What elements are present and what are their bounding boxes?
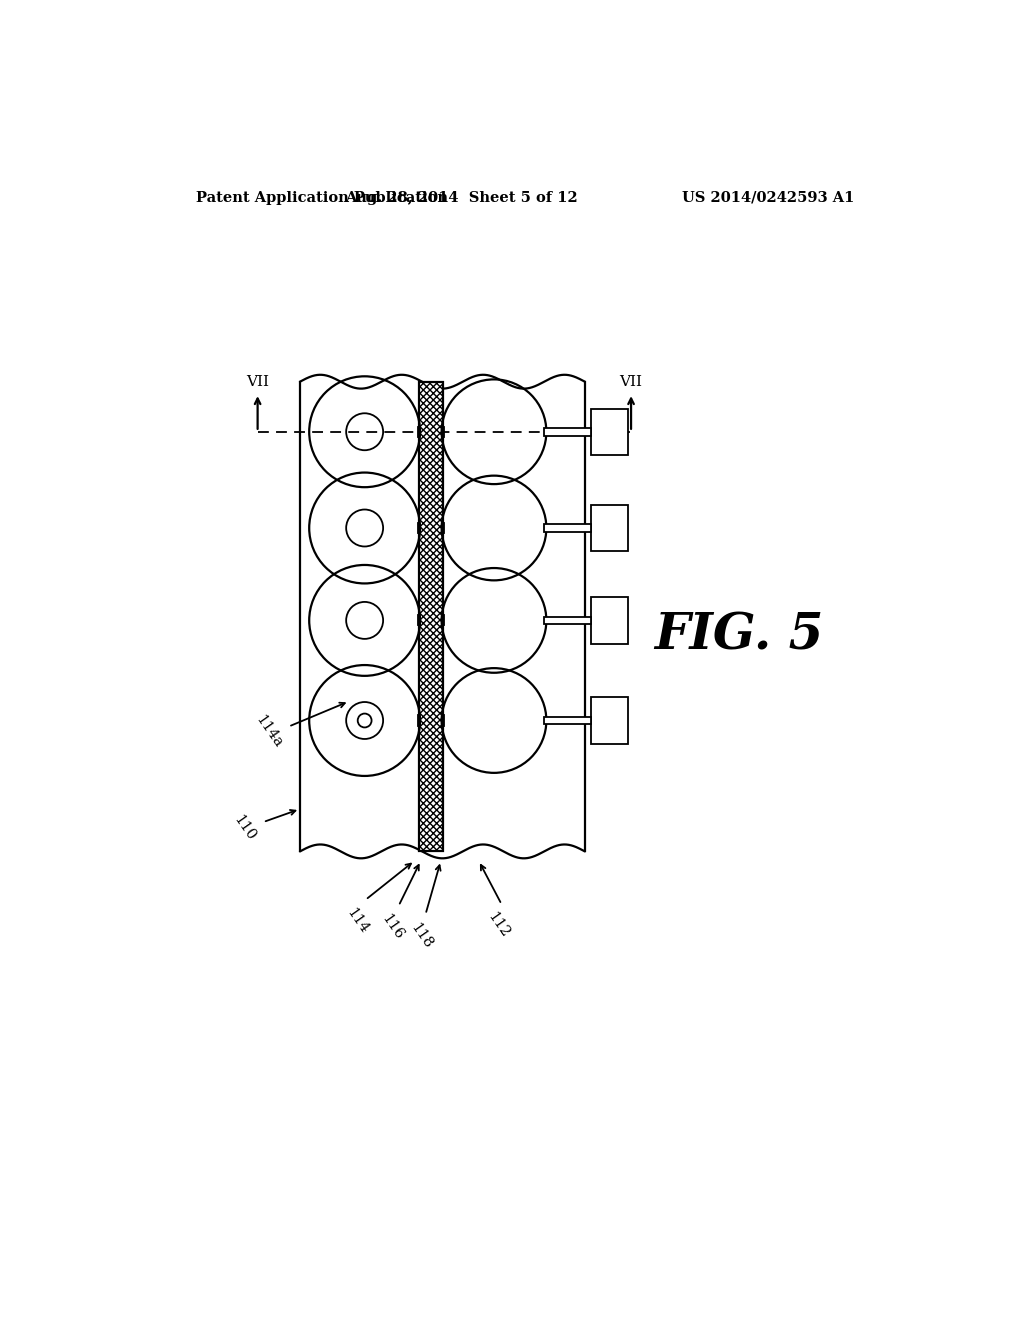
Text: 116: 116 [379,911,407,942]
Text: 114a: 114a [252,713,285,751]
Bar [591,409,628,455]
Text: Aug. 28, 2014  Sheet 5 of 12: Aug. 28, 2014 Sheet 5 of 12 [345,191,578,205]
Bar [591,597,628,644]
Text: VII: VII [246,375,269,388]
Text: US 2014/0242593 A1: US 2014/0242593 A1 [682,191,854,205]
Text: 118: 118 [408,921,435,952]
Text: Patent Application Publication: Patent Application Publication [196,191,449,205]
Bar [591,697,628,743]
Text: 112: 112 [485,909,512,940]
Bar [544,616,591,624]
Text: 110: 110 [230,813,258,843]
Bar [544,428,591,436]
Text: 114: 114 [344,906,372,936]
Bar [544,524,591,532]
Text: FIG. 5: FIG. 5 [654,611,823,660]
Bar [591,506,628,552]
Bar [419,381,443,851]
Bar [544,717,591,725]
Text: VII: VII [620,375,643,388]
